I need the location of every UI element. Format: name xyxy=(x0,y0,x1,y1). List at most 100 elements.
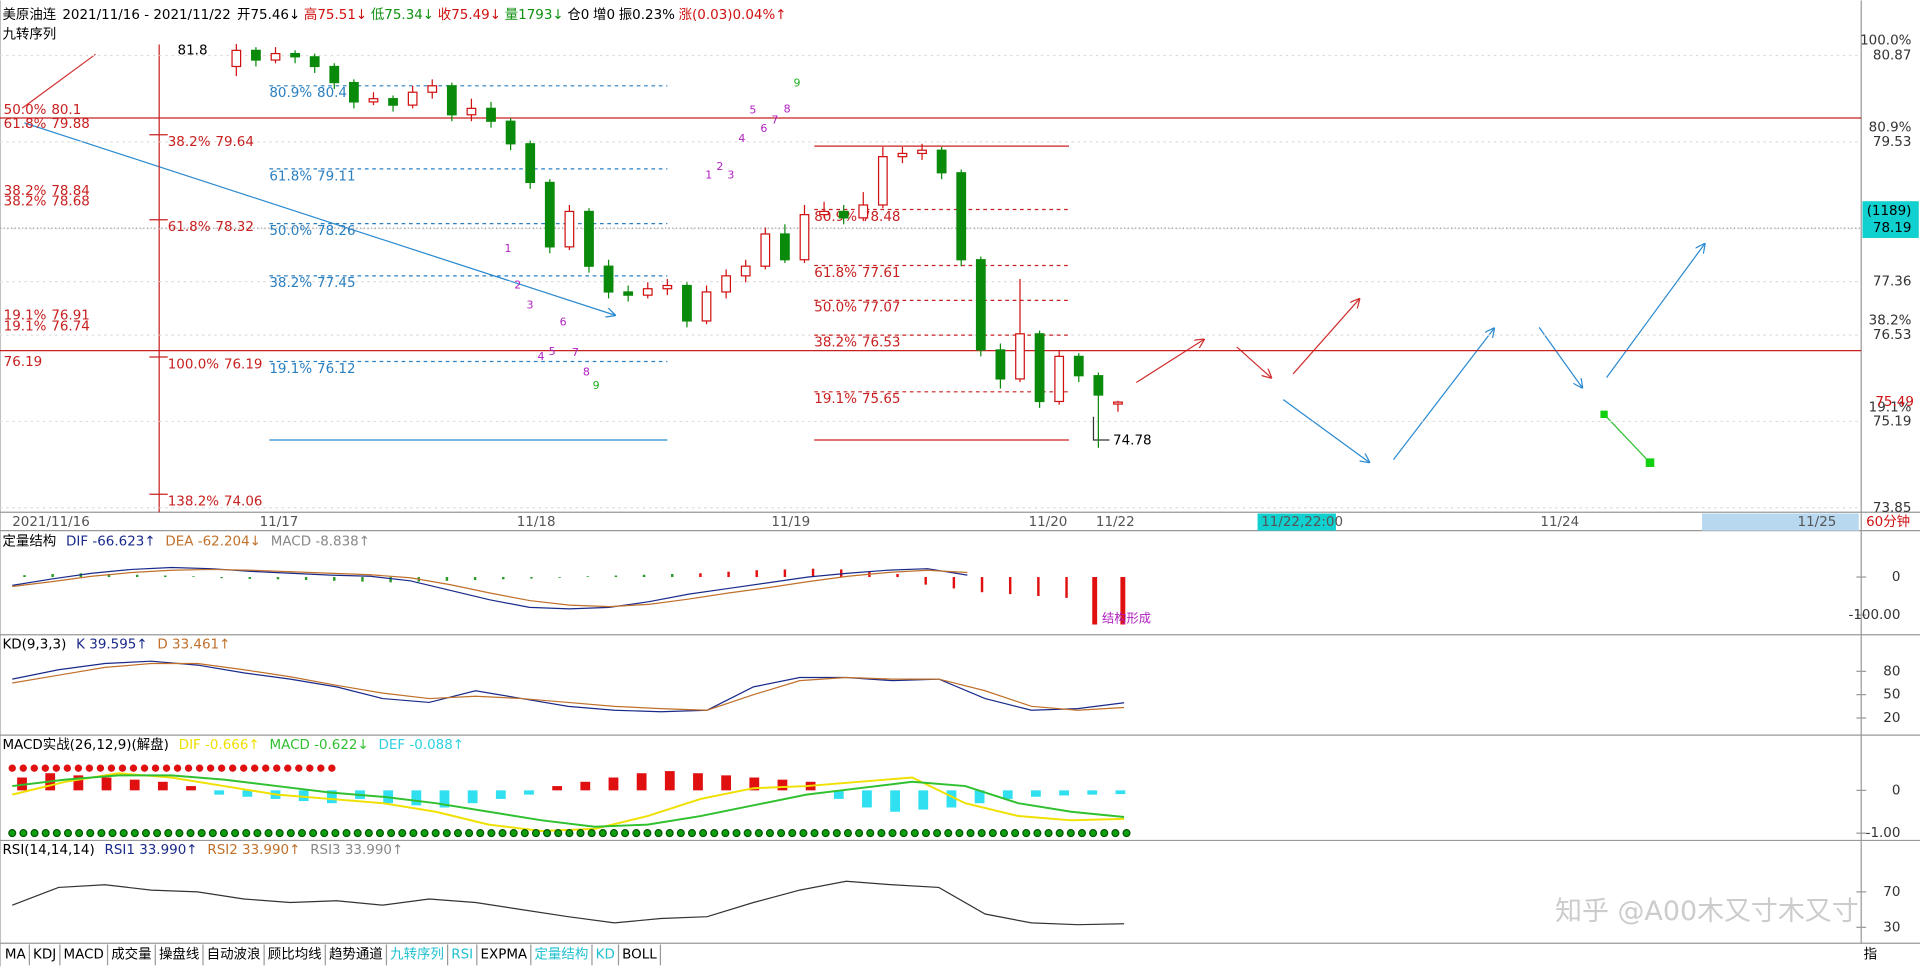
fib-label: 79.88 xyxy=(51,117,90,132)
y-tick-label: 20 xyxy=(1883,711,1900,726)
signal-dot xyxy=(955,829,964,838)
fib-label: 78.48 xyxy=(862,210,901,225)
signal-dot xyxy=(41,764,49,772)
candle-body xyxy=(1054,355,1065,403)
header-text: 2021/11/16 - 2021/11/22 xyxy=(62,8,231,23)
candle-body xyxy=(780,233,790,261)
nine-count: 6 xyxy=(560,315,567,328)
fib-label: 100.0% xyxy=(168,357,220,372)
signal-dot xyxy=(487,829,496,838)
candle-body xyxy=(270,52,281,61)
tab[interactable]: RSI xyxy=(451,947,473,962)
fib-label: 76.91 xyxy=(51,309,90,324)
signal-dot xyxy=(30,764,38,772)
signal-dot xyxy=(777,829,786,838)
fib-label: 78.84 xyxy=(51,184,90,199)
candle-body xyxy=(329,65,340,84)
signal-dot xyxy=(1011,829,1020,838)
signal-dot xyxy=(8,764,16,772)
candle-body xyxy=(838,210,849,219)
candle-body xyxy=(936,149,947,174)
tab[interactable]: 趋势通道 xyxy=(329,946,383,962)
histogram-bar xyxy=(974,790,985,804)
signal-dot xyxy=(554,829,563,838)
tab[interactable]: 自动波浪 xyxy=(207,946,261,962)
signal-dot xyxy=(52,829,61,838)
signal-dot xyxy=(933,829,942,838)
tab[interactable]: BOLL xyxy=(622,947,657,962)
tab[interactable]: 定量结构 xyxy=(534,946,588,962)
candle-body xyxy=(623,291,634,296)
signal-dot xyxy=(85,764,94,772)
signal-dot xyxy=(75,829,84,838)
tab[interactable]: 操盘线 xyxy=(159,945,199,962)
tab[interactable]: 九转序列 xyxy=(390,946,444,962)
candle-body xyxy=(231,49,242,68)
fib-label: 78.26 xyxy=(317,224,356,239)
candle-body xyxy=(799,214,810,261)
signal-dot xyxy=(1055,829,1064,838)
signal-dot xyxy=(587,829,596,838)
panel-value: MACD -0.622↓ xyxy=(270,738,369,753)
signal-dot xyxy=(184,764,193,772)
tab[interactable]: MACD xyxy=(64,947,104,962)
panel-value: MACD -8.838↑ xyxy=(271,535,370,550)
fib-label: 80.4 xyxy=(317,86,347,101)
fib-label: 50.0% xyxy=(4,103,47,118)
quote-field: 增0 xyxy=(593,7,615,23)
signal-dot xyxy=(1089,829,1098,838)
signal-dot xyxy=(509,829,518,838)
signal-dot xyxy=(843,829,853,838)
candle-body xyxy=(603,265,614,293)
y-tick-label: 80 xyxy=(1883,664,1900,679)
signal-dot xyxy=(86,829,95,838)
histogram-bar xyxy=(495,790,506,799)
signal-dot xyxy=(643,829,652,838)
signal-dot xyxy=(206,764,215,772)
panel-value: DIF -0.666↑ xyxy=(179,738,260,753)
tab[interactable]: 顾比均线 xyxy=(268,946,322,962)
histogram-bar xyxy=(890,790,900,812)
signal-dot xyxy=(297,829,307,838)
fib-label: 76.74 xyxy=(51,319,90,334)
watermark: 知乎 @A00木又寸木又寸 xyxy=(1555,896,1859,927)
tab[interactable]: KDJ xyxy=(33,947,56,962)
nine-count: 3 xyxy=(727,169,734,182)
quote-field: 开75.46↓ xyxy=(237,8,300,23)
nine-count: 2 xyxy=(514,279,521,292)
panel-title: RSI(14,14,14) xyxy=(2,843,94,858)
fib-label: 76.19 xyxy=(4,355,43,370)
tab[interactable]: MA xyxy=(5,947,27,962)
signal-dot xyxy=(398,829,407,838)
histogram-bar xyxy=(1087,790,1098,795)
signal-dot xyxy=(420,829,429,838)
nine-count: 1 xyxy=(504,242,511,255)
fib-label: 138.2% xyxy=(168,495,220,510)
y-tick-label: 70 xyxy=(1883,885,1900,900)
histogram-bar xyxy=(129,779,140,791)
signal-dot xyxy=(353,829,362,838)
tab[interactable]: EXPMA xyxy=(480,947,527,962)
fib-label: 76.19 xyxy=(224,357,263,372)
nine-count: 7 xyxy=(771,113,778,126)
tab[interactable]: 成交量 xyxy=(111,945,151,962)
histogram-bar xyxy=(693,773,703,791)
date-label: 11/18 xyxy=(517,515,556,530)
signal-dot xyxy=(242,829,251,838)
price-tick-label: 73.85 xyxy=(1873,501,1912,516)
histogram-bar xyxy=(552,786,563,791)
signal-dot xyxy=(118,764,127,772)
y-tick-label: 50 xyxy=(1883,688,1900,703)
candle-body xyxy=(760,233,771,267)
histogram-bar xyxy=(439,790,450,808)
fib-label: 38.2% xyxy=(4,184,47,199)
candle-body xyxy=(486,107,496,122)
price-tick-label: 76.53 xyxy=(1873,328,1912,343)
signal-dot xyxy=(19,764,27,772)
tab[interactable]: KD xyxy=(596,947,615,962)
signal-dot xyxy=(264,829,273,838)
